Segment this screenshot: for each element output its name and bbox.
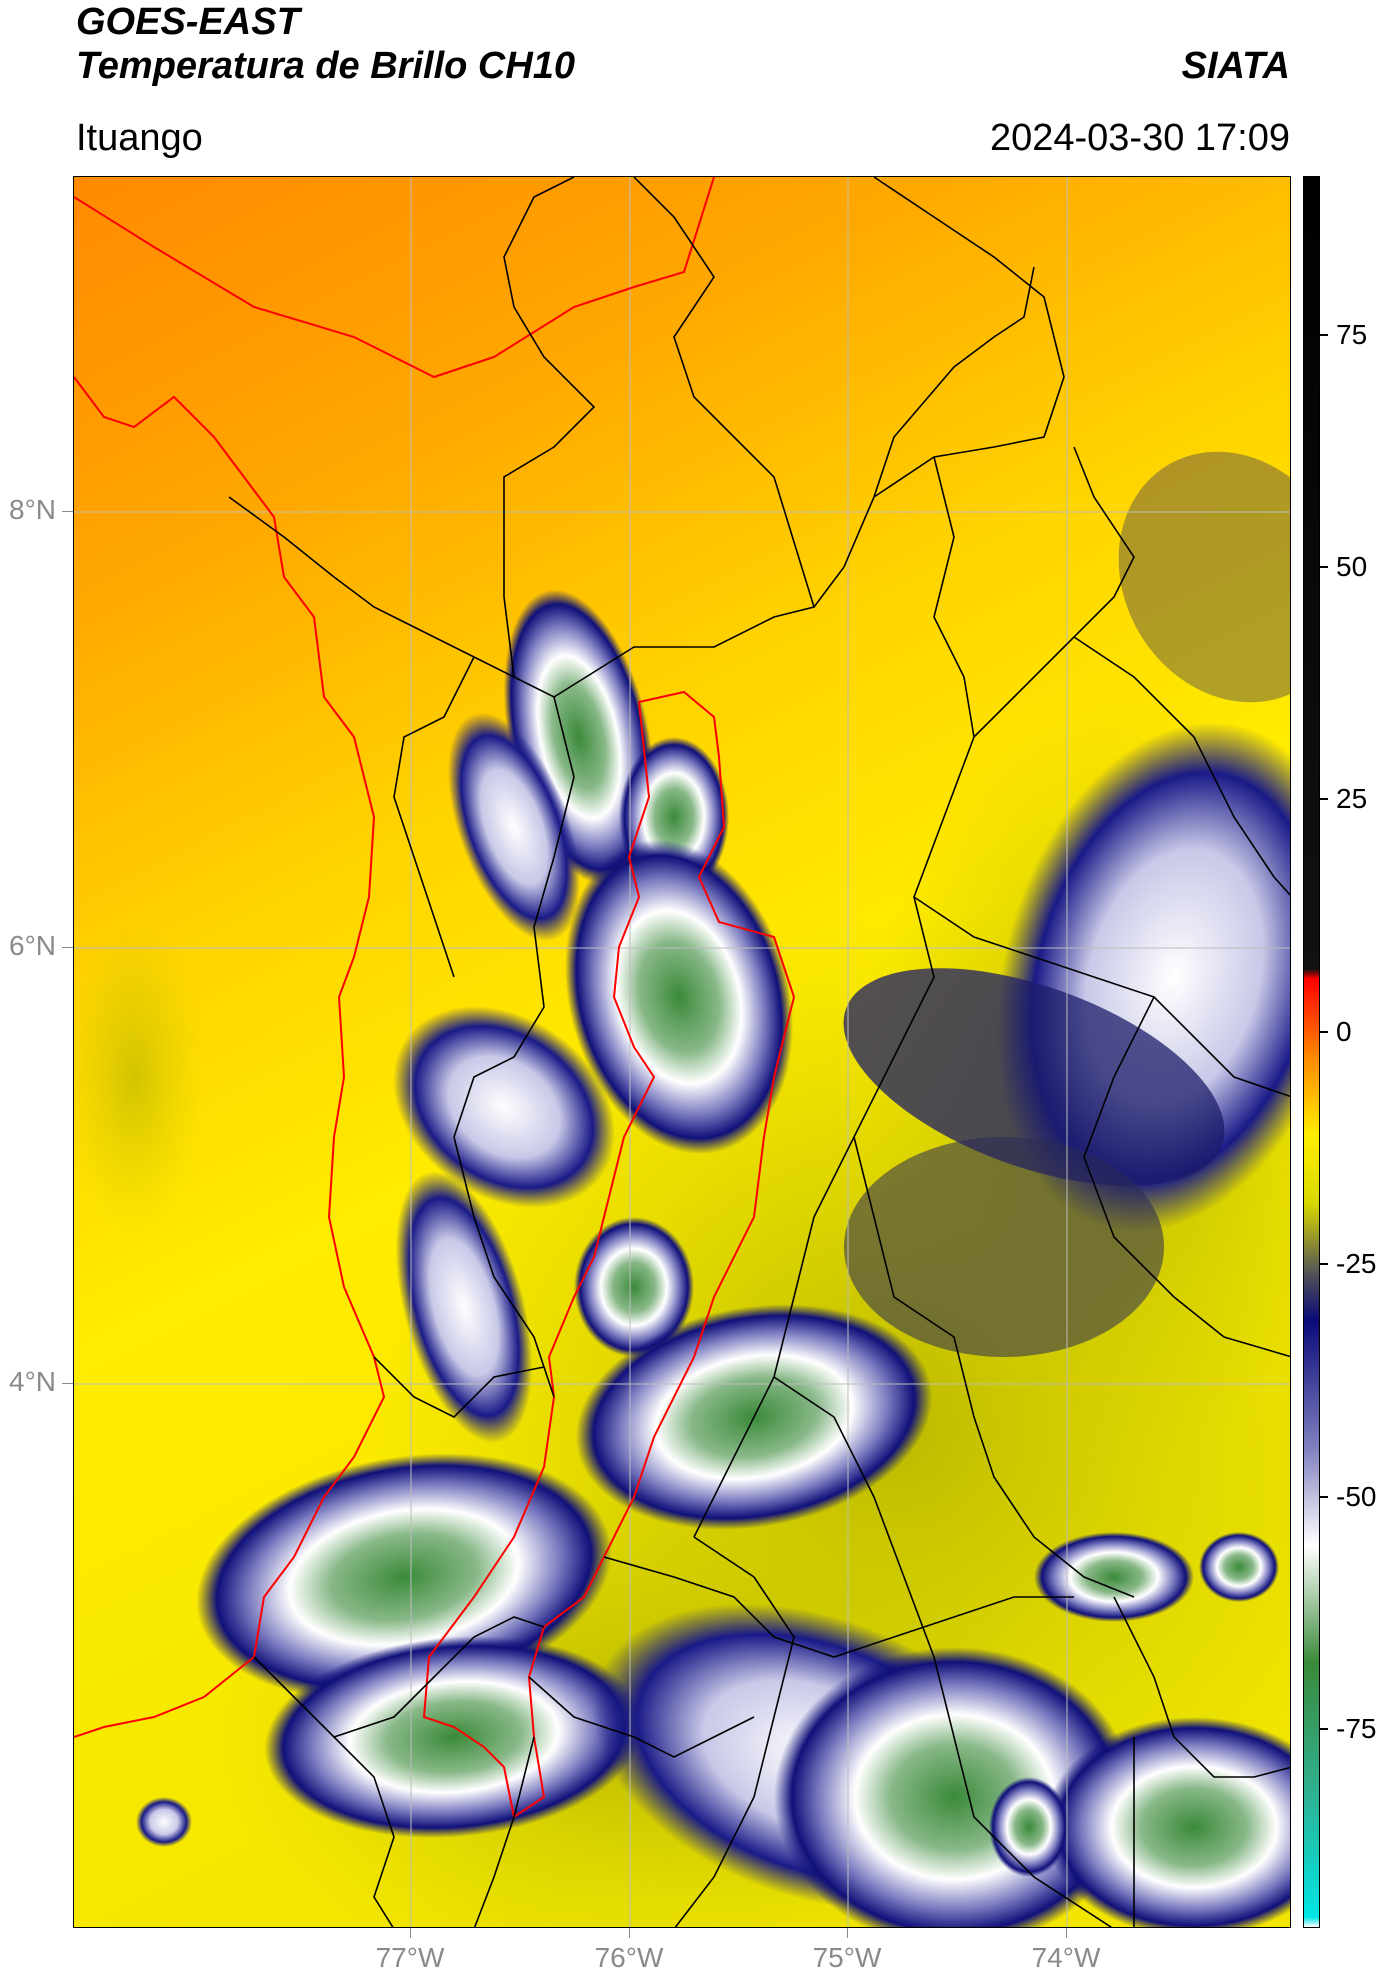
lat-label-8N: 8°N: [9, 494, 56, 525]
graticule: [74, 177, 1290, 1927]
lat-label-4N: 4°N: [9, 1366, 56, 1397]
colorbar-tick: [1320, 1263, 1328, 1265]
colorbar: [1303, 176, 1320, 1928]
coastline: [74, 177, 715, 1738]
cloud-cells: [136, 451, 1290, 1927]
region-label: Ituango: [76, 117, 203, 159]
colorbar-tick: [1320, 566, 1328, 568]
lon-label-77W: 77°W: [375, 1942, 445, 1973]
lat-tick: [62, 511, 73, 512]
colorbar-label-minus25: -25: [1336, 1248, 1377, 1279]
lon-tick: [410, 1928, 411, 1938]
colorbar-label-50: 50: [1336, 551, 1368, 582]
timestamp-label: 2024-03-30 17:09: [989, 117, 1290, 159]
colorbar-label-0: 0: [1336, 1016, 1352, 1047]
lon-label-76W: 76°W: [594, 1942, 664, 1973]
colorbar-tick: [1320, 334, 1328, 336]
colorbar-label-minus50: -50: [1336, 1481, 1377, 1512]
department-boundaries: [228, 177, 1290, 1927]
product-title: Temperatura de Brillo CH10: [76, 45, 576, 87]
lon-tick: [629, 1928, 630, 1938]
colorbar-label-25: 25: [1336, 783, 1368, 814]
brightness-temperature-map: [73, 176, 1291, 1928]
lon-label-75W: 75°W: [812, 1942, 882, 1973]
colorbar-tick: [1320, 1031, 1328, 1033]
lon-label-74W: 74°W: [1031, 1942, 1101, 1973]
brand-label: SIATA: [1181, 45, 1290, 87]
colorbar-label-75: 75: [1336, 319, 1368, 350]
lat-tick: [62, 1383, 73, 1384]
colorbar-label-minus75: -75: [1336, 1713, 1377, 1744]
satellite-title: GOES-EAST: [76, 1, 300, 43]
lon-tick: [847, 1928, 848, 1938]
lat-tick: [62, 947, 73, 948]
lon-tick: [1066, 1928, 1067, 1938]
colorbar-tick: [1320, 1496, 1328, 1498]
lat-label-6N: 6°N: [9, 930, 56, 961]
colorbar-tick: [1320, 798, 1328, 800]
colorbar-tick: [1320, 1728, 1328, 1730]
